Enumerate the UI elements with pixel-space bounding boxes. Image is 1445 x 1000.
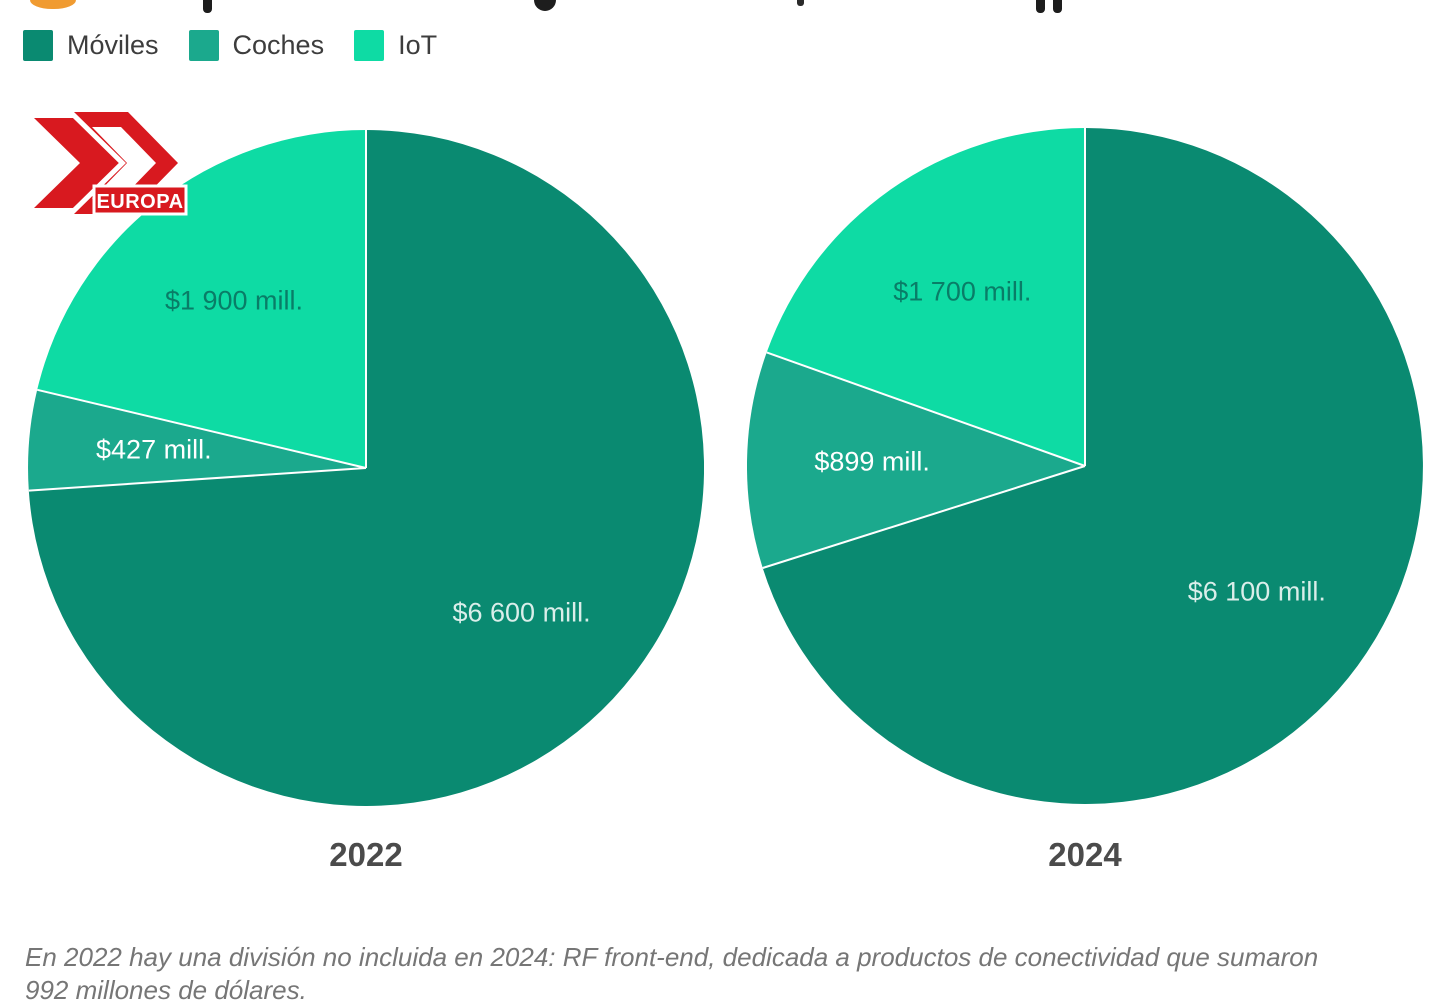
partial-orange-logo-fragment [30,0,76,9]
year-label-2022: 2022 [329,836,403,873]
slice-divider [766,351,1086,467]
legend-swatch-moviles [23,30,53,61]
slice-value-label: $6 600 mill. [452,597,591,628]
footnote-line-1: En 2022 hay una división no incluida en … [25,942,1319,972]
slice-value-label: $6 100 mill. [1187,576,1326,607]
year-label-2024: 2024 [1048,836,1122,873]
europa-press-logo: EUROPA [29,107,190,219]
slice-value-label: $1 900 mill. [164,285,304,316]
slice-divider [36,388,367,469]
title-descender-fragment [534,0,556,11]
pie-slice-iot [37,130,366,468]
legend-swatch-coches [188,30,219,61]
title-descender-fragment [1036,0,1045,13]
footnote: En 2022 hay una división no incluida en … [25,941,1425,1000]
pie-2022-svg [28,130,704,806]
pie-slice-coches [28,389,366,491]
legend-item-iot: IoT [354,30,437,61]
pie-chart-2024: $6 100 mill. $899 mill. $1 700 mill. [747,128,1423,804]
slice-divider [28,467,367,492]
pie-slice-iot [766,128,1085,466]
footnote-line-2: 992 millones de dólares. [25,975,307,1000]
logo-text: EUROPA [96,191,183,213]
pie-slice-coches [747,352,1085,568]
double-chevron-icon: EUROPA [29,107,188,219]
pie-chart-2022: $6 600 mill. $427 mill. $1 900 mill. [28,130,704,806]
pie-slice-mviles [762,128,1423,804]
slice-divider [762,465,1086,569]
title-descender-fragment [797,0,804,6]
legend-swatch-iot [354,30,385,61]
legend-label-moviles: Móviles [67,30,159,60]
pie-2024-svg [747,128,1423,804]
slice-value-label: $1 700 mill. [893,276,1032,307]
legend-label-coches: Coches [232,30,325,60]
slice-value-label: $899 mill. [814,446,930,477]
title-descender-fragment [1053,0,1062,13]
legend-item-moviles: Móviles [23,30,159,61]
legend-item-coches: Coches [188,30,325,61]
chart-legend: Móviles Coches IoT [23,30,437,61]
slice-value-label: $427 mill. [96,434,212,465]
title-descender-fragment [203,0,212,13]
legend-label-iot: IoT [398,30,438,60]
